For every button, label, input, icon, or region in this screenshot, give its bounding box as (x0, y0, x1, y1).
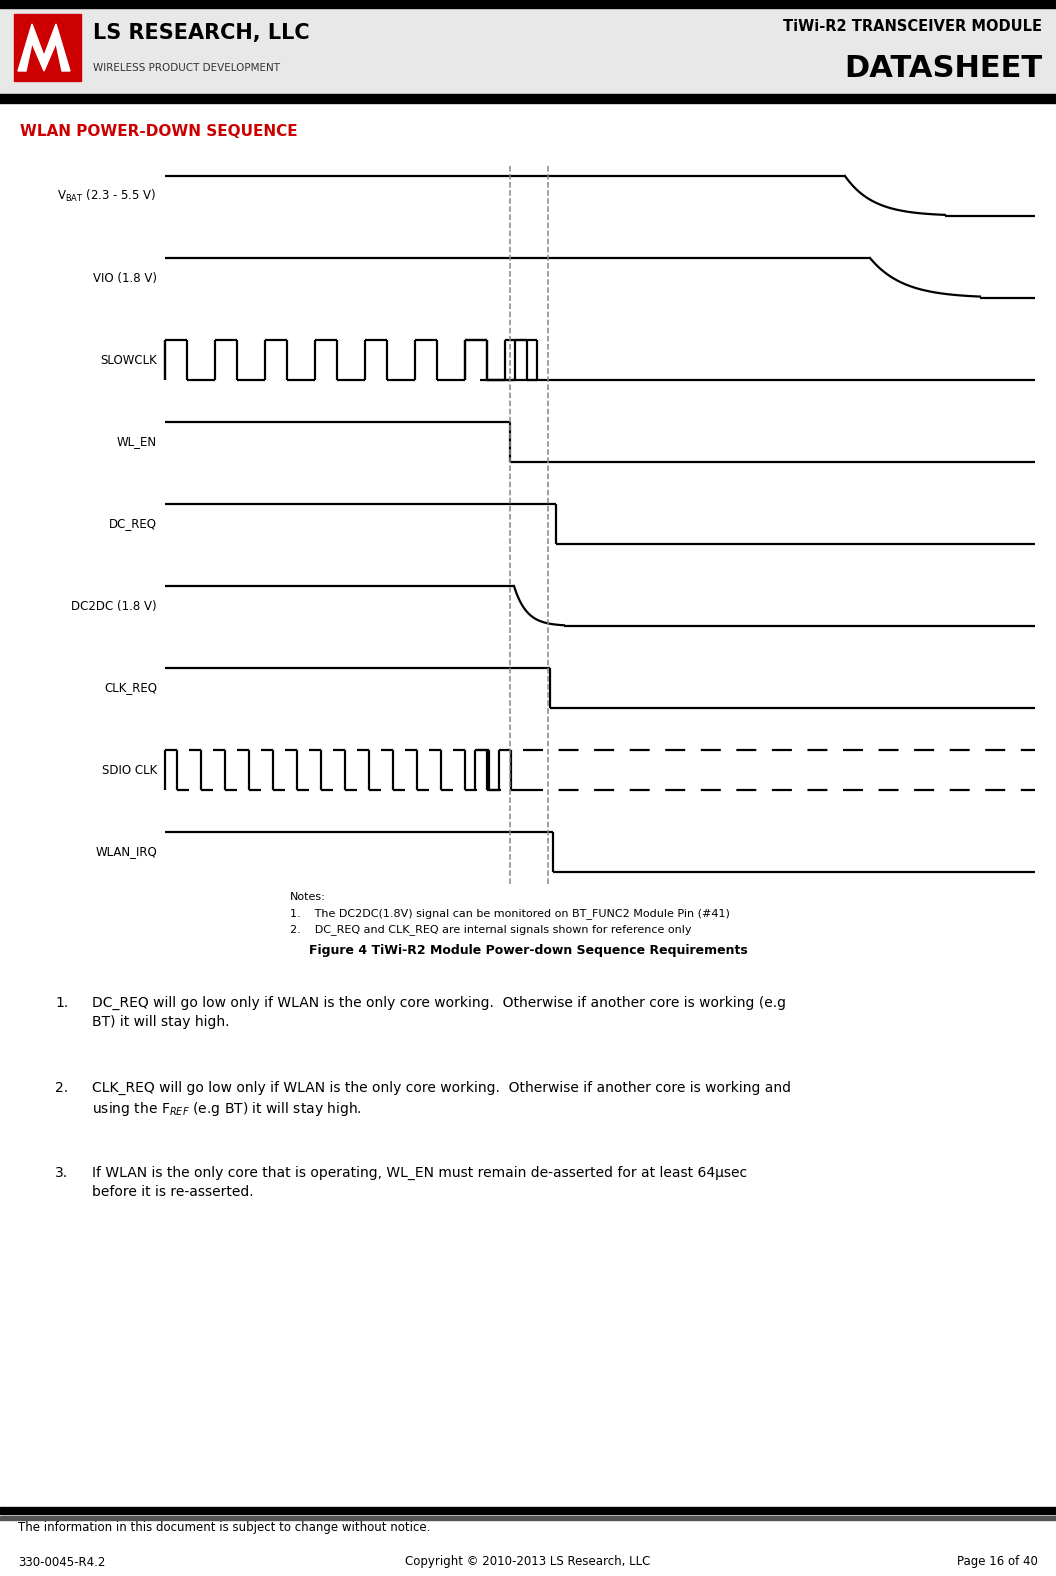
Text: WL_EN: WL_EN (117, 435, 157, 449)
Text: SDIO CLK: SDIO CLK (101, 763, 157, 777)
Text: WIRELESS PRODUCT DEVELOPMENT: WIRELESS PRODUCT DEVELOPMENT (93, 63, 280, 74)
Polygon shape (18, 24, 70, 71)
Text: $\mathregular{V_{BAT}}$ (2.3 - 5.5 V): $\mathregular{V_{BAT}}$ (2.3 - 5.5 V) (57, 188, 157, 203)
Text: 1.    The DC2DC(1.8V) signal can be monitored on BT_FUNC2 Module Pin (#41): 1. The DC2DC(1.8V) signal can be monitor… (290, 908, 730, 919)
Text: DC_REQ: DC_REQ (109, 517, 157, 531)
Bar (0, 1507, 1056, 1515)
Text: SLOWCLK: SLOWCLK (100, 353, 157, 367)
Text: Notes:: Notes: (290, 892, 325, 901)
Bar (0, 0, 1056, 8)
Text: LS RESEARCH, LLC: LS RESEARCH, LLC (93, 24, 309, 43)
Text: 2.    DC_REQ and CLK_REQ are internal signals shown for reference only: 2. DC_REQ and CLK_REQ are internal signa… (290, 924, 692, 935)
Text: If WLAN is the only core that is operating, WL_EN must remain de-asserted for at: If WLAN is the only core that is operati… (92, 1166, 748, 1198)
Text: Page 16 of 40: Page 16 of 40 (957, 1556, 1038, 1568)
Text: CLK_REQ will go low only if WLAN is the only core working.  Otherwise if another: CLK_REQ will go low only if WLAN is the … (92, 1081, 791, 1119)
Text: 3.: 3. (55, 1166, 69, 1180)
Text: DC2DC (1.8 V): DC2DC (1.8 V) (72, 599, 157, 613)
Text: VIO (1.8 V): VIO (1.8 V) (93, 271, 157, 285)
Text: Figure 4 TiWi-R2 Module Power-down Sequence Requirements: Figure 4 TiWi-R2 Module Power-down Seque… (308, 944, 748, 957)
Bar (0, 95, 1056, 102)
Text: 1.: 1. (55, 996, 69, 1010)
Text: WLAN POWER-DOWN SEQUENCE: WLAN POWER-DOWN SEQUENCE (20, 123, 298, 139)
Text: TiWi-R2 TRANSCEIVER MODULE: TiWi-R2 TRANSCEIVER MODULE (782, 19, 1042, 35)
Text: DATASHEET: DATASHEET (844, 54, 1042, 84)
Bar (0, 0, 1056, 95)
Text: 330-0045-R4.2: 330-0045-R4.2 (18, 1556, 106, 1568)
Text: CLK_REQ: CLK_REQ (103, 681, 157, 695)
Bar (0, 1516, 1056, 1519)
Text: The information in this document is subject to change without notice.: The information in this document is subj… (18, 1521, 431, 1535)
Text: Copyright © 2010-2013 LS Research, LLC: Copyright © 2010-2013 LS Research, LLC (406, 1556, 650, 1568)
Bar (14, 14, 81, 80)
Text: 2.: 2. (55, 1081, 69, 1095)
Text: WLAN_IRQ: WLAN_IRQ (95, 845, 157, 859)
Text: DC_REQ will go low only if WLAN is the only core working.  Otherwise if another : DC_REQ will go low only if WLAN is the o… (92, 996, 786, 1029)
